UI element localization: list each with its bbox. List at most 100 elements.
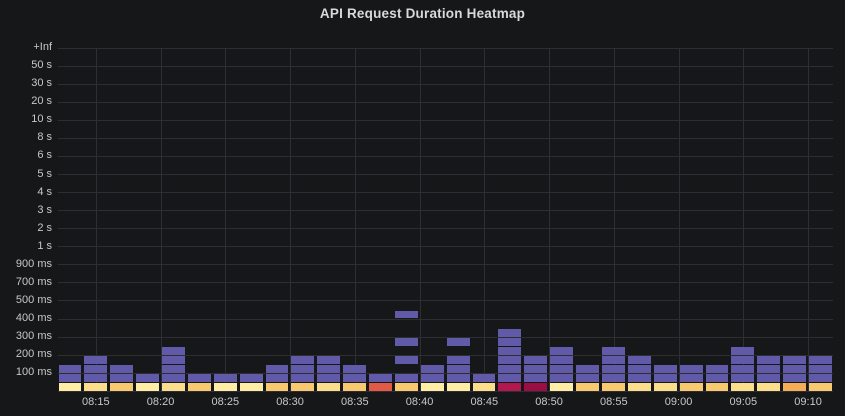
heatmap-cell[interactable] xyxy=(627,355,651,364)
heatmap-cell[interactable] xyxy=(291,355,315,364)
heatmap-cell[interactable] xyxy=(601,382,625,391)
heatmap-cell[interactable] xyxy=(394,382,418,391)
heatmap-cell[interactable] xyxy=(809,373,832,382)
heatmap-cell[interactable] xyxy=(705,382,729,391)
heatmap-cell[interactable] xyxy=(524,355,548,364)
heatmap-cell[interactable] xyxy=(446,337,470,346)
heatmap-cell[interactable] xyxy=(213,382,237,391)
heatmap-cell[interactable] xyxy=(291,364,315,373)
heatmap-cell[interactable] xyxy=(291,382,315,391)
heatmap-cell[interactable] xyxy=(394,337,418,346)
heatmap-cell[interactable] xyxy=(446,382,470,391)
heatmap-cell[interactable] xyxy=(498,346,522,355)
heatmap-cell[interactable] xyxy=(731,373,755,382)
heatmap-cell[interactable] xyxy=(705,373,729,382)
heatmap-cell[interactable] xyxy=(576,382,599,391)
heatmap-cell[interactable] xyxy=(550,373,574,382)
heatmap-cell[interactable] xyxy=(731,355,755,364)
heatmap-cell[interactable] xyxy=(110,373,134,382)
heatmap-cell[interactable] xyxy=(420,373,444,382)
heatmap-cell[interactable] xyxy=(317,355,341,364)
heatmap-cell[interactable] xyxy=(162,373,185,382)
heatmap-cell[interactable] xyxy=(420,382,444,391)
heatmap-cell[interactable] xyxy=(679,364,703,373)
heatmap-cell[interactable] xyxy=(110,382,134,391)
heatmap-cell[interactable] xyxy=(136,382,160,391)
heatmap-cell[interactable] xyxy=(498,364,522,373)
heatmap-cell[interactable] xyxy=(110,364,134,373)
heatmap-cell[interactable] xyxy=(809,382,832,391)
heatmap-cell[interactable] xyxy=(58,382,82,391)
heatmap-cell[interactable] xyxy=(446,364,470,373)
heatmap-cell[interactable] xyxy=(265,382,289,391)
heatmap-cell[interactable] xyxy=(731,382,755,391)
heatmap-cell[interactable] xyxy=(84,382,108,391)
heatmap-cell[interactable] xyxy=(524,373,548,382)
heatmap-cell[interactable] xyxy=(420,364,444,373)
heatmap-cell[interactable] xyxy=(498,337,522,346)
heatmap-cell[interactable] xyxy=(239,373,263,382)
heatmap-cell[interactable] xyxy=(394,310,418,319)
heatmap-cell[interactable] xyxy=(213,373,237,382)
heatmap-cell[interactable] xyxy=(498,328,522,337)
heatmap-cell[interactable] xyxy=(757,373,781,382)
heatmap-cell[interactable] xyxy=(757,355,781,364)
heatmap-cell[interactable] xyxy=(550,364,574,373)
heatmap-cell[interactable] xyxy=(783,355,807,364)
heatmap-cell[interactable] xyxy=(601,346,625,355)
heatmap-cell[interactable] xyxy=(343,382,367,391)
heatmap-cell[interactable] xyxy=(576,373,599,382)
heatmap-cell[interactable] xyxy=(601,364,625,373)
heatmap-cell[interactable] xyxy=(239,382,263,391)
heatmap-cell[interactable] xyxy=(58,364,82,373)
heatmap-cell[interactable] xyxy=(136,373,160,382)
heatmap-cell[interactable] xyxy=(653,373,677,382)
heatmap-cell[interactable] xyxy=(394,355,418,364)
heatmap-cell[interactable] xyxy=(187,382,211,391)
heatmap-cell[interactable] xyxy=(731,346,755,355)
heatmap-cell[interactable] xyxy=(524,382,548,391)
heatmap-cell[interactable] xyxy=(550,382,574,391)
heatmap-cell[interactable] xyxy=(757,364,781,373)
heatmap-cell[interactable] xyxy=(446,355,470,364)
heatmap-cell[interactable] xyxy=(369,382,392,391)
heatmap-cell[interactable] xyxy=(394,373,418,382)
heatmap-cell[interactable] xyxy=(705,364,729,373)
heatmap-cell[interactable] xyxy=(783,373,807,382)
heatmap-cell[interactable] xyxy=(84,364,108,373)
heatmap-cell[interactable] xyxy=(498,382,522,391)
heatmap-cell[interactable] xyxy=(550,355,574,364)
heatmap-cell[interactable] xyxy=(162,364,185,373)
heatmap-cell[interactable] xyxy=(343,373,367,382)
heatmap-cell[interactable] xyxy=(498,355,522,364)
heatmap-cell[interactable] xyxy=(783,364,807,373)
heatmap-cell[interactable] xyxy=(446,373,470,382)
heatmap-cell[interactable] xyxy=(809,364,832,373)
heatmap-cell[interactable] xyxy=(343,364,367,373)
heatmap-cell[interactable] xyxy=(653,364,677,373)
heatmap-cell[interactable] xyxy=(601,373,625,382)
heatmap-cell[interactable] xyxy=(653,382,677,391)
heatmap-cell[interactable] xyxy=(679,373,703,382)
heatmap-cell[interactable] xyxy=(317,364,341,373)
heatmap-cell[interactable] xyxy=(317,373,341,382)
heatmap-cell[interactable] xyxy=(162,346,185,355)
heatmap-cell[interactable] xyxy=(265,364,289,373)
heatmap-cell[interactable] xyxy=(187,373,211,382)
heatmap-cell[interactable] xyxy=(472,382,496,391)
heatmap-cell[interactable] xyxy=(601,355,625,364)
heatmap-cell[interactable] xyxy=(731,364,755,373)
heatmap-cell[interactable] xyxy=(265,373,289,382)
heatmap-cell[interactable] xyxy=(627,382,651,391)
heatmap-cell[interactable] xyxy=(84,355,108,364)
heatmap-cell[interactable] xyxy=(757,382,781,391)
heatmap-cell[interactable] xyxy=(524,364,548,373)
heatmap-cell[interactable] xyxy=(550,346,574,355)
heatmap-cell[interactable] xyxy=(369,373,392,382)
heatmap-cell[interactable] xyxy=(162,382,185,391)
heatmap-cell[interactable] xyxy=(809,355,832,364)
heatmap-cell[interactable] xyxy=(498,373,522,382)
heatmap-cell[interactable] xyxy=(576,364,599,373)
heatmap-cell[interactable] xyxy=(627,373,651,382)
heatmap-cell[interactable] xyxy=(58,373,82,382)
